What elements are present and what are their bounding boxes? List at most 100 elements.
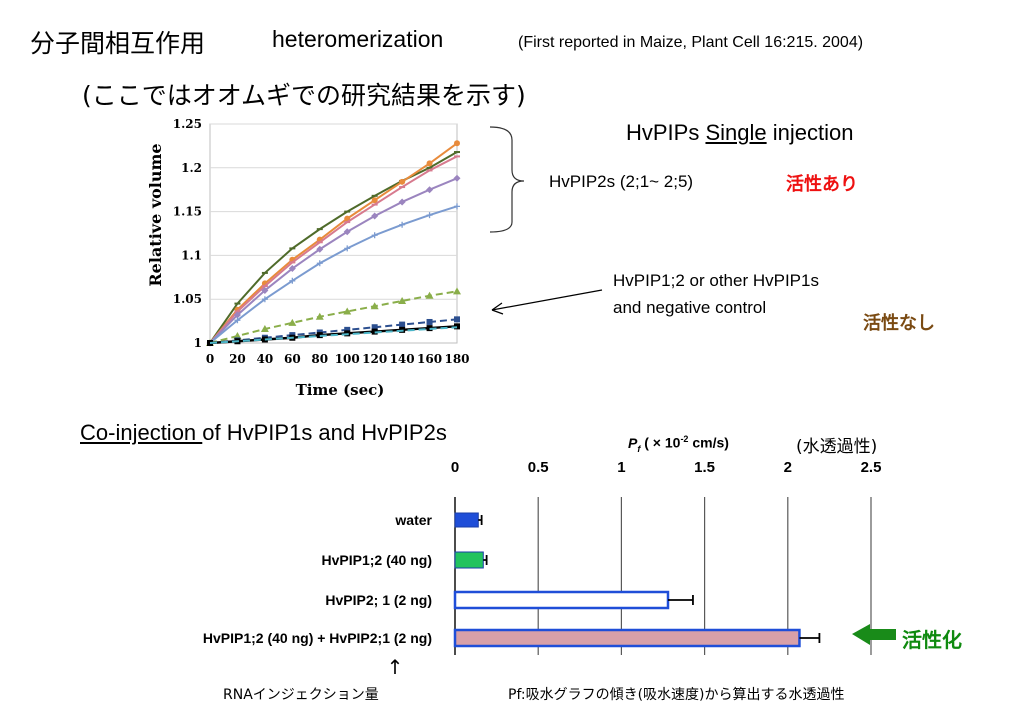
line-data-point xyxy=(315,312,324,320)
bar-chart-x-tick-label: 2.5 xyxy=(861,459,882,476)
line-chart: 1 1.05 1.1 1.15 1.2 1.25 0 20 40 60 80 100 120 140 16… xyxy=(146,117,470,399)
line-chart-y-tick-label: 1.25 xyxy=(173,117,202,131)
line-chart-x-tick-label: 140 xyxy=(390,352,415,366)
line-data-point xyxy=(344,326,351,333)
single-injection-title: HvPIPs Single injection xyxy=(626,120,853,146)
pf-definition-note: Pf:吸水グラフの傾き(吸水速度)から算出する水透過性 xyxy=(508,687,845,703)
pip2-bracket xyxy=(489,126,525,233)
line-chart-x-tick-label: 60 xyxy=(284,352,301,366)
line-chart-x-tick-label: 120 xyxy=(362,352,387,366)
line-chart-y-ticks: 1 1.05 1.1 1.15 1.2 1.25 xyxy=(173,117,202,350)
single-underlined: Single xyxy=(705,120,767,145)
line-data-point xyxy=(399,321,406,328)
page-subtitle: (ここではオオムギでの研究結果を示す) xyxy=(82,81,526,110)
bar-row xyxy=(453,628,821,648)
line-data-point xyxy=(344,245,351,252)
line-series-path xyxy=(209,290,458,344)
page-title: 分子間相互作用 xyxy=(30,29,206,58)
inactive-arrow-head xyxy=(491,302,504,315)
line-data-point xyxy=(399,221,406,228)
line-chart-y-tick-label: 1.1 xyxy=(181,248,202,262)
line-chart-x-tick-label: 20 xyxy=(229,352,246,366)
error-bar xyxy=(483,555,488,565)
pip1-label-line1: HvPIP1;2 or other HvPIP1s xyxy=(613,271,819,290)
line-series-path xyxy=(209,151,458,344)
bar-chart: 0 0.5 1 1.5 2 2.5 water HvPIP1;2 (40 ng) HvPIP2… xyxy=(203,459,882,655)
up-arrow-icon: ↑ xyxy=(387,655,404,679)
bar-chart-x-tick-label: 2 xyxy=(784,459,792,476)
line-data-point xyxy=(454,203,460,210)
line-chart-x-tick-label: 40 xyxy=(257,352,274,366)
line-data-point xyxy=(288,318,297,326)
page-title-english: heteromerization xyxy=(272,26,444,52)
line-chart-plot-area xyxy=(209,123,458,344)
line-data-point xyxy=(233,311,241,319)
reference-note: (First reported in Maize, Plant Cell 16:… xyxy=(518,34,864,51)
pip2-group-label: HvPIP2s (2;1~ 2;5) xyxy=(549,172,694,191)
line-data-point xyxy=(234,317,241,324)
error-bar xyxy=(478,515,483,525)
line-data-point xyxy=(260,324,269,332)
line-data-point xyxy=(371,212,379,220)
line-data-point xyxy=(399,178,406,185)
line-series-path xyxy=(209,142,458,344)
co-underlined: Co-injection xyxy=(80,420,203,445)
pf-unit-end: cm/s) xyxy=(688,434,729,451)
bar-row xyxy=(454,512,483,528)
line-chart-y-tick-label: 1 xyxy=(194,336,202,350)
bar-category-label: water xyxy=(394,512,432,528)
line-series-9 xyxy=(209,326,458,344)
line-data-point xyxy=(426,212,433,219)
line-data-point xyxy=(426,160,433,167)
line-series-6 xyxy=(206,287,461,346)
bar-row xyxy=(454,551,488,569)
line-data-point xyxy=(454,316,460,323)
line-chart-y-label: Relative volume xyxy=(146,143,165,286)
bar xyxy=(453,628,801,648)
line-series-path xyxy=(209,205,458,344)
line-data-point xyxy=(371,197,378,204)
line-data-point xyxy=(426,186,434,194)
line-data-point xyxy=(316,260,323,267)
line-chart-x-tick-label: 0 xyxy=(206,352,214,366)
line-data-point xyxy=(398,296,407,304)
bar xyxy=(453,590,670,610)
bar-chart-category-labels: water HvPIP1;2 (40 ng) HvPIP2; 1 (2 ng) HvP… xyxy=(203,512,433,646)
pip1-label-line2: and negative control xyxy=(613,298,767,317)
line-data-point xyxy=(289,277,296,284)
line-chart-x-ticks: 0 20 40 60 80 100 120 140 160 180 xyxy=(206,352,470,366)
line-chart-y-tick-label: 1.15 xyxy=(173,205,202,219)
line-series-path xyxy=(209,155,458,344)
line-data-point xyxy=(426,318,433,325)
line-data-point xyxy=(343,307,352,315)
inactive-arrow-line xyxy=(491,289,603,311)
active-label: 活性あり xyxy=(786,174,858,195)
activation-arrow-icon xyxy=(852,624,896,645)
line-data-point xyxy=(398,198,406,206)
error-bar xyxy=(799,633,821,643)
line-chart-x-tick-label: 160 xyxy=(417,352,442,366)
line-data-point xyxy=(370,302,379,310)
bar-category-label: HvPIP1;2 (40 ng) + HvPIP2;1 (2 ng) xyxy=(203,630,432,646)
activation-label: 活性化 xyxy=(902,628,962,652)
pf-exponent: -2 xyxy=(680,434,689,444)
line-data-point xyxy=(343,228,351,236)
line-chart-x-tick-label: 180 xyxy=(444,352,469,366)
single-prefix: HvPIPs xyxy=(626,120,706,145)
bar-chart-x-ticks: 0 0.5 1 1.5 2 2.5 xyxy=(451,459,882,476)
line-series-4 xyxy=(206,174,461,347)
line-chart-x-tick-label: 100 xyxy=(335,352,360,366)
co-suffix: of HvPIP1s and HvPIP2s xyxy=(202,420,447,445)
bar xyxy=(454,551,484,569)
line-data-point xyxy=(425,291,434,299)
single-suffix: injection xyxy=(766,120,854,145)
line-series-path xyxy=(209,177,458,344)
line-data-point xyxy=(233,331,242,339)
bar-chart-x-tick-label: 0 xyxy=(451,459,459,476)
pf-subscript: f xyxy=(637,443,641,454)
bar-chart-x-tick-label: 1 xyxy=(617,459,625,476)
line-data-point xyxy=(288,265,296,273)
line-data-point xyxy=(454,140,460,147)
line-chart-x-label: Time (sec) xyxy=(296,381,385,399)
